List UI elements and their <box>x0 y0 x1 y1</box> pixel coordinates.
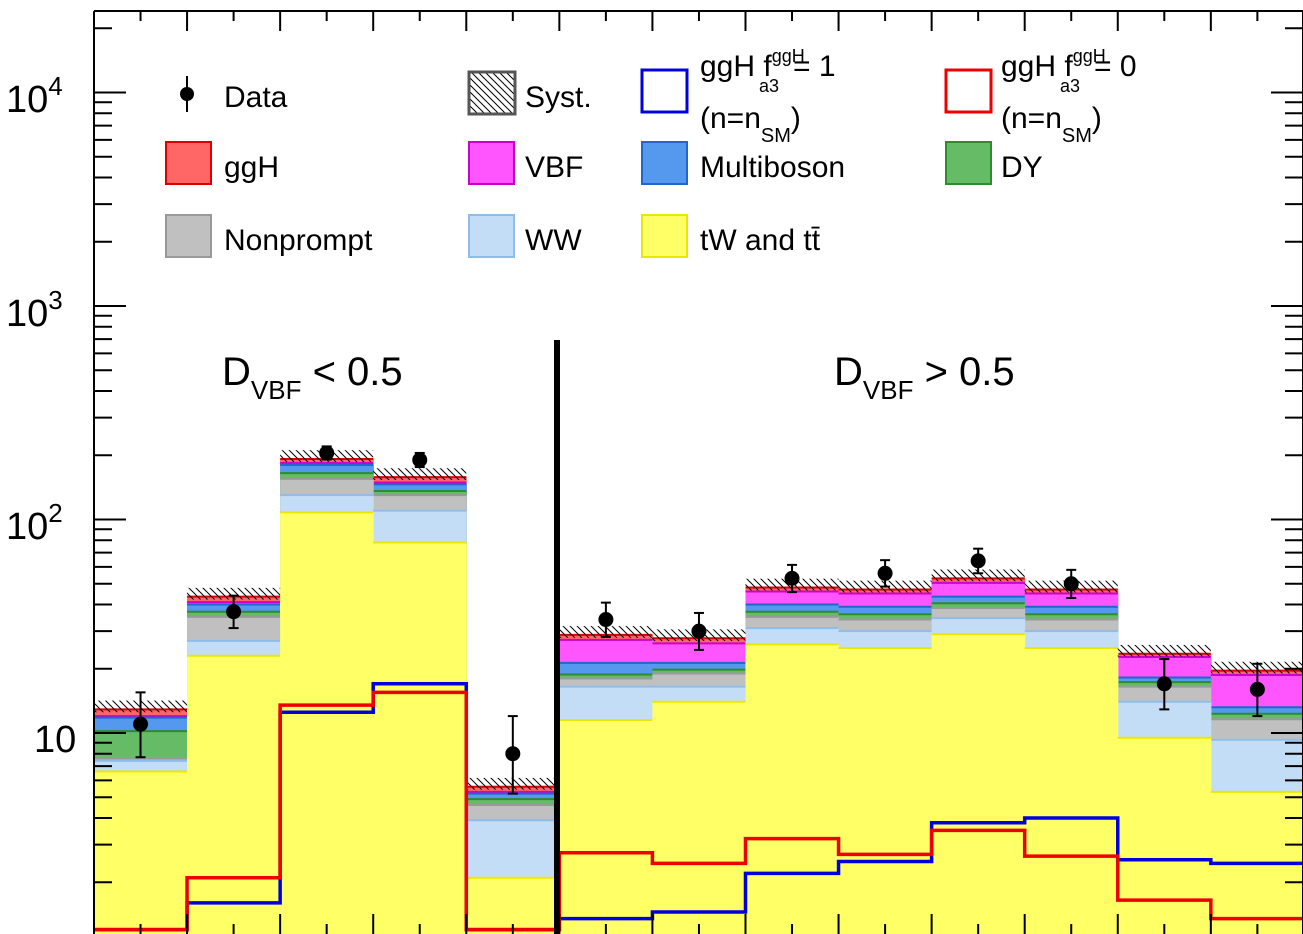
data-point-12 <box>1156 676 1172 692</box>
legend-entry-dy: DY <box>945 141 1043 185</box>
syst-band-12 <box>1117 644 1211 657</box>
syst-band-10 <box>931 569 1025 582</box>
bar-tw-and-tt--6 <box>559 720 653 934</box>
syst-band-2 <box>187 587 281 600</box>
overlay-lines <box>94 682 1303 932</box>
stacked-histogram <box>94 458 1303 934</box>
bar-tw-and-tt--9 <box>838 648 933 934</box>
data-point-2 <box>226 604 242 620</box>
legend-entry-vbf: VBF <box>468 141 583 185</box>
bar-tw-and-tt--10 <box>931 634 1026 934</box>
x-axis-ticks <box>93 11 1303 934</box>
legend-entry-data: Data <box>180 76 288 114</box>
data-point-8 <box>784 570 800 586</box>
svg-text:Nonprompt: Nonprompt <box>224 224 373 257</box>
bar-tw-and-tt--1 <box>94 771 188 934</box>
data-point-1 <box>133 716 149 732</box>
region-label-high: DVBF > 0.5 <box>834 350 1015 405</box>
ytick-label-3: 103 <box>6 285 63 335</box>
data-point-5 <box>505 746 521 762</box>
y-axis-tick-labels: 104 103 102 10 <box>6 71 76 761</box>
svg-text:DY: DY <box>1001 151 1043 184</box>
bar-tw-and-tt--3 <box>280 512 374 934</box>
legend-entry-tw-tt: tW and tt̄ <box>641 214 821 258</box>
svg-text:WW: WW <box>525 224 582 257</box>
ytick-label-2: 102 <box>6 498 63 548</box>
bar-tw-and-tt--12 <box>1117 737 1212 934</box>
data-point-11 <box>1063 576 1079 592</box>
svg-text:Syst.: Syst. <box>525 81 592 114</box>
data-point-13 <box>1249 681 1265 697</box>
bar-tw-and-tt--8 <box>745 644 840 934</box>
region-label-low: DVBF < 0.5 <box>222 350 403 405</box>
svg-text:(n=nSM): (n=nSM) <box>1001 102 1102 147</box>
bar-tw-and-tt--2 <box>187 655 281 934</box>
data-point-7 <box>691 623 707 639</box>
data-point-9 <box>877 565 893 581</box>
legend-entry-nonprompt: Nonprompt <box>165 214 373 258</box>
data-points <box>133 445 1265 795</box>
legend-entry-fa3-0: ggH fggH a3= 0 (n=nSM) <box>944 46 1137 147</box>
data-point-4 <box>412 452 428 468</box>
y-axis-ticks <box>94 27 1303 884</box>
data-point-10 <box>970 553 986 569</box>
svg-text:Data: Data <box>224 81 288 114</box>
svg-text:tW and tt̄: tW and tt̄ <box>700 224 821 257</box>
svg-text:Multiboson: Multiboson <box>700 151 845 184</box>
syst-band-4 <box>373 468 467 480</box>
legend-entry-multiboson: Multiboson <box>641 141 845 185</box>
legend: Data Syst. ggH fggH a3= 1 (n=nSM) ggH fgg… <box>165 46 1137 258</box>
svg-text:ggH: ggH <box>224 151 279 184</box>
bar-tw-and-tt--4 <box>373 542 467 934</box>
svg-text:VBF: VBF <box>525 151 583 184</box>
legend-entry-fa3-1: ggH fggH a3= 1 (n=nSM) <box>640 46 836 147</box>
overlay-line-1 <box>94 682 1303 932</box>
data-point-3 <box>319 445 335 461</box>
legend-entry-syst: Syst. <box>467 70 592 116</box>
overlay-line-2 <box>94 690 1303 932</box>
svg-text:(n=nSM): (n=nSM) <box>700 102 801 147</box>
legend-entry-ww: WW <box>468 214 582 258</box>
ytick-label-1: 10 <box>34 719 76 761</box>
legend-entry-ggh: ggH <box>165 141 279 185</box>
bar-tw-and-tt--7 <box>652 701 746 934</box>
ytick-label-4: 104 <box>6 71 63 121</box>
bar-tw-and-tt--11 <box>1024 648 1119 934</box>
data-point-6 <box>598 612 614 628</box>
